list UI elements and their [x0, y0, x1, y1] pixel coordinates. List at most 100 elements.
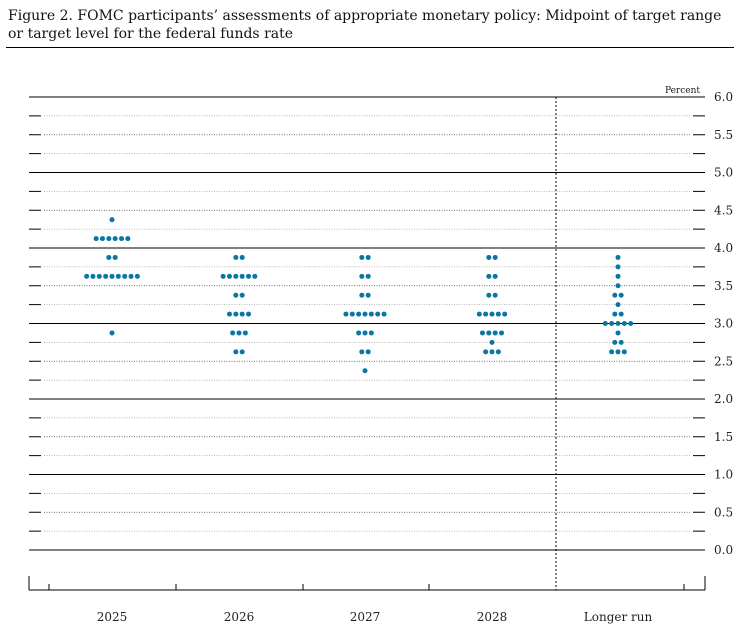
dot-2028: [479, 330, 485, 336]
dot-longer-run: [615, 330, 621, 336]
dot-2027: [349, 311, 355, 317]
dot-2025: [90, 273, 96, 279]
dot-2027: [362, 330, 368, 336]
x-category-label: 2026: [224, 610, 255, 624]
dot-longer-run: [609, 321, 615, 326]
dot-2027: [356, 311, 362, 317]
dot-2027: [368, 311, 374, 317]
dot-2028: [483, 349, 489, 355]
dot-2025: [103, 273, 109, 279]
dot-2027: [359, 273, 365, 279]
dot-longer-run: [618, 311, 624, 317]
dot-2028: [486, 292, 492, 298]
dot-2025: [96, 273, 102, 279]
dot-2028: [492, 254, 498, 260]
dot-2025: [125, 236, 131, 242]
dot-2026: [239, 273, 245, 279]
dot-2025: [109, 273, 115, 279]
dot-2026: [239, 311, 245, 317]
dot-2027: [359, 292, 365, 298]
dot-longer-run: [628, 321, 634, 326]
dot-2028: [495, 349, 501, 355]
dot-2027: [381, 311, 387, 317]
dot-2026: [239, 292, 245, 298]
dot-2027: [365, 254, 371, 260]
dot-2027: [365, 349, 371, 355]
dot-longer-run: [621, 321, 627, 326]
dot-2025: [128, 273, 134, 279]
dot-2027: [343, 311, 349, 317]
dot-2028: [483, 311, 489, 317]
dot-2027: [365, 273, 371, 279]
dot-2025: [99, 236, 105, 242]
dot-2026: [230, 330, 236, 336]
dot-longer-run: [615, 273, 621, 279]
dot-2028: [476, 311, 482, 317]
y-tick-label: 5.5: [714, 128, 733, 142]
dot-2026: [233, 349, 239, 355]
dot-2026: [246, 311, 252, 317]
dot-longer-run: [612, 339, 618, 345]
dot-2025: [84, 273, 90, 279]
y-tick-label: 3.0: [714, 317, 733, 331]
dot-2025: [106, 236, 112, 242]
y-tick-label: 4.0: [714, 241, 733, 255]
labels: 6.0 5.5 5.0 4.5 4.0 3.5 3.0 2.5 2.0 1.5 1.0 0.5 0.0 P…: [97, 86, 733, 624]
dot-2028: [486, 330, 492, 336]
dot-2026: [226, 273, 232, 279]
y-tick-label: 6.0: [714, 90, 733, 104]
x-category-label: 2025: [97, 610, 128, 624]
dot-2025: [109, 217, 115, 223]
dot-2025: [112, 236, 118, 242]
y-tick-label: 0.5: [714, 505, 733, 519]
x-category-label: Longer run: [584, 610, 653, 624]
dot-2028: [502, 311, 508, 317]
dot-2027: [375, 311, 381, 317]
dot-2028: [492, 273, 498, 279]
y-tick-label: 5.0: [714, 166, 733, 180]
y-tick-label: 3.5: [714, 279, 733, 293]
dot-longer-run: [621, 349, 627, 355]
y-tick-label: 2.5: [714, 354, 733, 368]
dot-2026: [239, 254, 245, 260]
dot-2027: [356, 330, 362, 336]
dot-2027: [362, 368, 368, 374]
dot-longer-run: [615, 254, 621, 260]
y-tick-label: 4.5: [714, 203, 733, 217]
dot-2025: [122, 273, 128, 279]
dot-2028: [486, 273, 492, 279]
dot-longer-run: [612, 292, 618, 298]
dot-2025: [106, 254, 112, 260]
dot-2025: [115, 273, 121, 279]
x-category-label: 2028: [477, 610, 508, 624]
dot-longer-run: [618, 339, 624, 345]
dot-2028: [499, 330, 505, 336]
dot-2027: [368, 330, 374, 336]
dot-2026: [239, 349, 245, 355]
dot-2026: [233, 311, 239, 317]
y-axis-unit-label: Percent: [665, 86, 700, 96]
grid-lines: [29, 96, 705, 551]
dot-2026: [233, 292, 239, 298]
dot-2027: [359, 254, 365, 260]
dot-longer-run: [615, 321, 621, 326]
dot-2026: [246, 273, 252, 279]
dot-2027: [362, 311, 368, 317]
dot-longer-run: [618, 292, 624, 298]
dot-longer-run: [615, 349, 621, 355]
dot-2027: [359, 349, 365, 355]
y-tick-label: 1.5: [714, 430, 733, 444]
dot-2026: [252, 273, 258, 279]
dot-2027: [365, 292, 371, 298]
dot-2028: [489, 349, 495, 355]
dot-2028: [489, 311, 495, 317]
dot-2025: [134, 273, 140, 279]
dot-2026: [220, 273, 226, 279]
y-tick-label: 0.0: [714, 543, 733, 557]
dot-longer-run: [615, 283, 621, 289]
dot-2028: [495, 311, 501, 317]
dot-2025: [109, 330, 115, 336]
axes: [28, 97, 706, 591]
dot-2026: [226, 311, 232, 317]
